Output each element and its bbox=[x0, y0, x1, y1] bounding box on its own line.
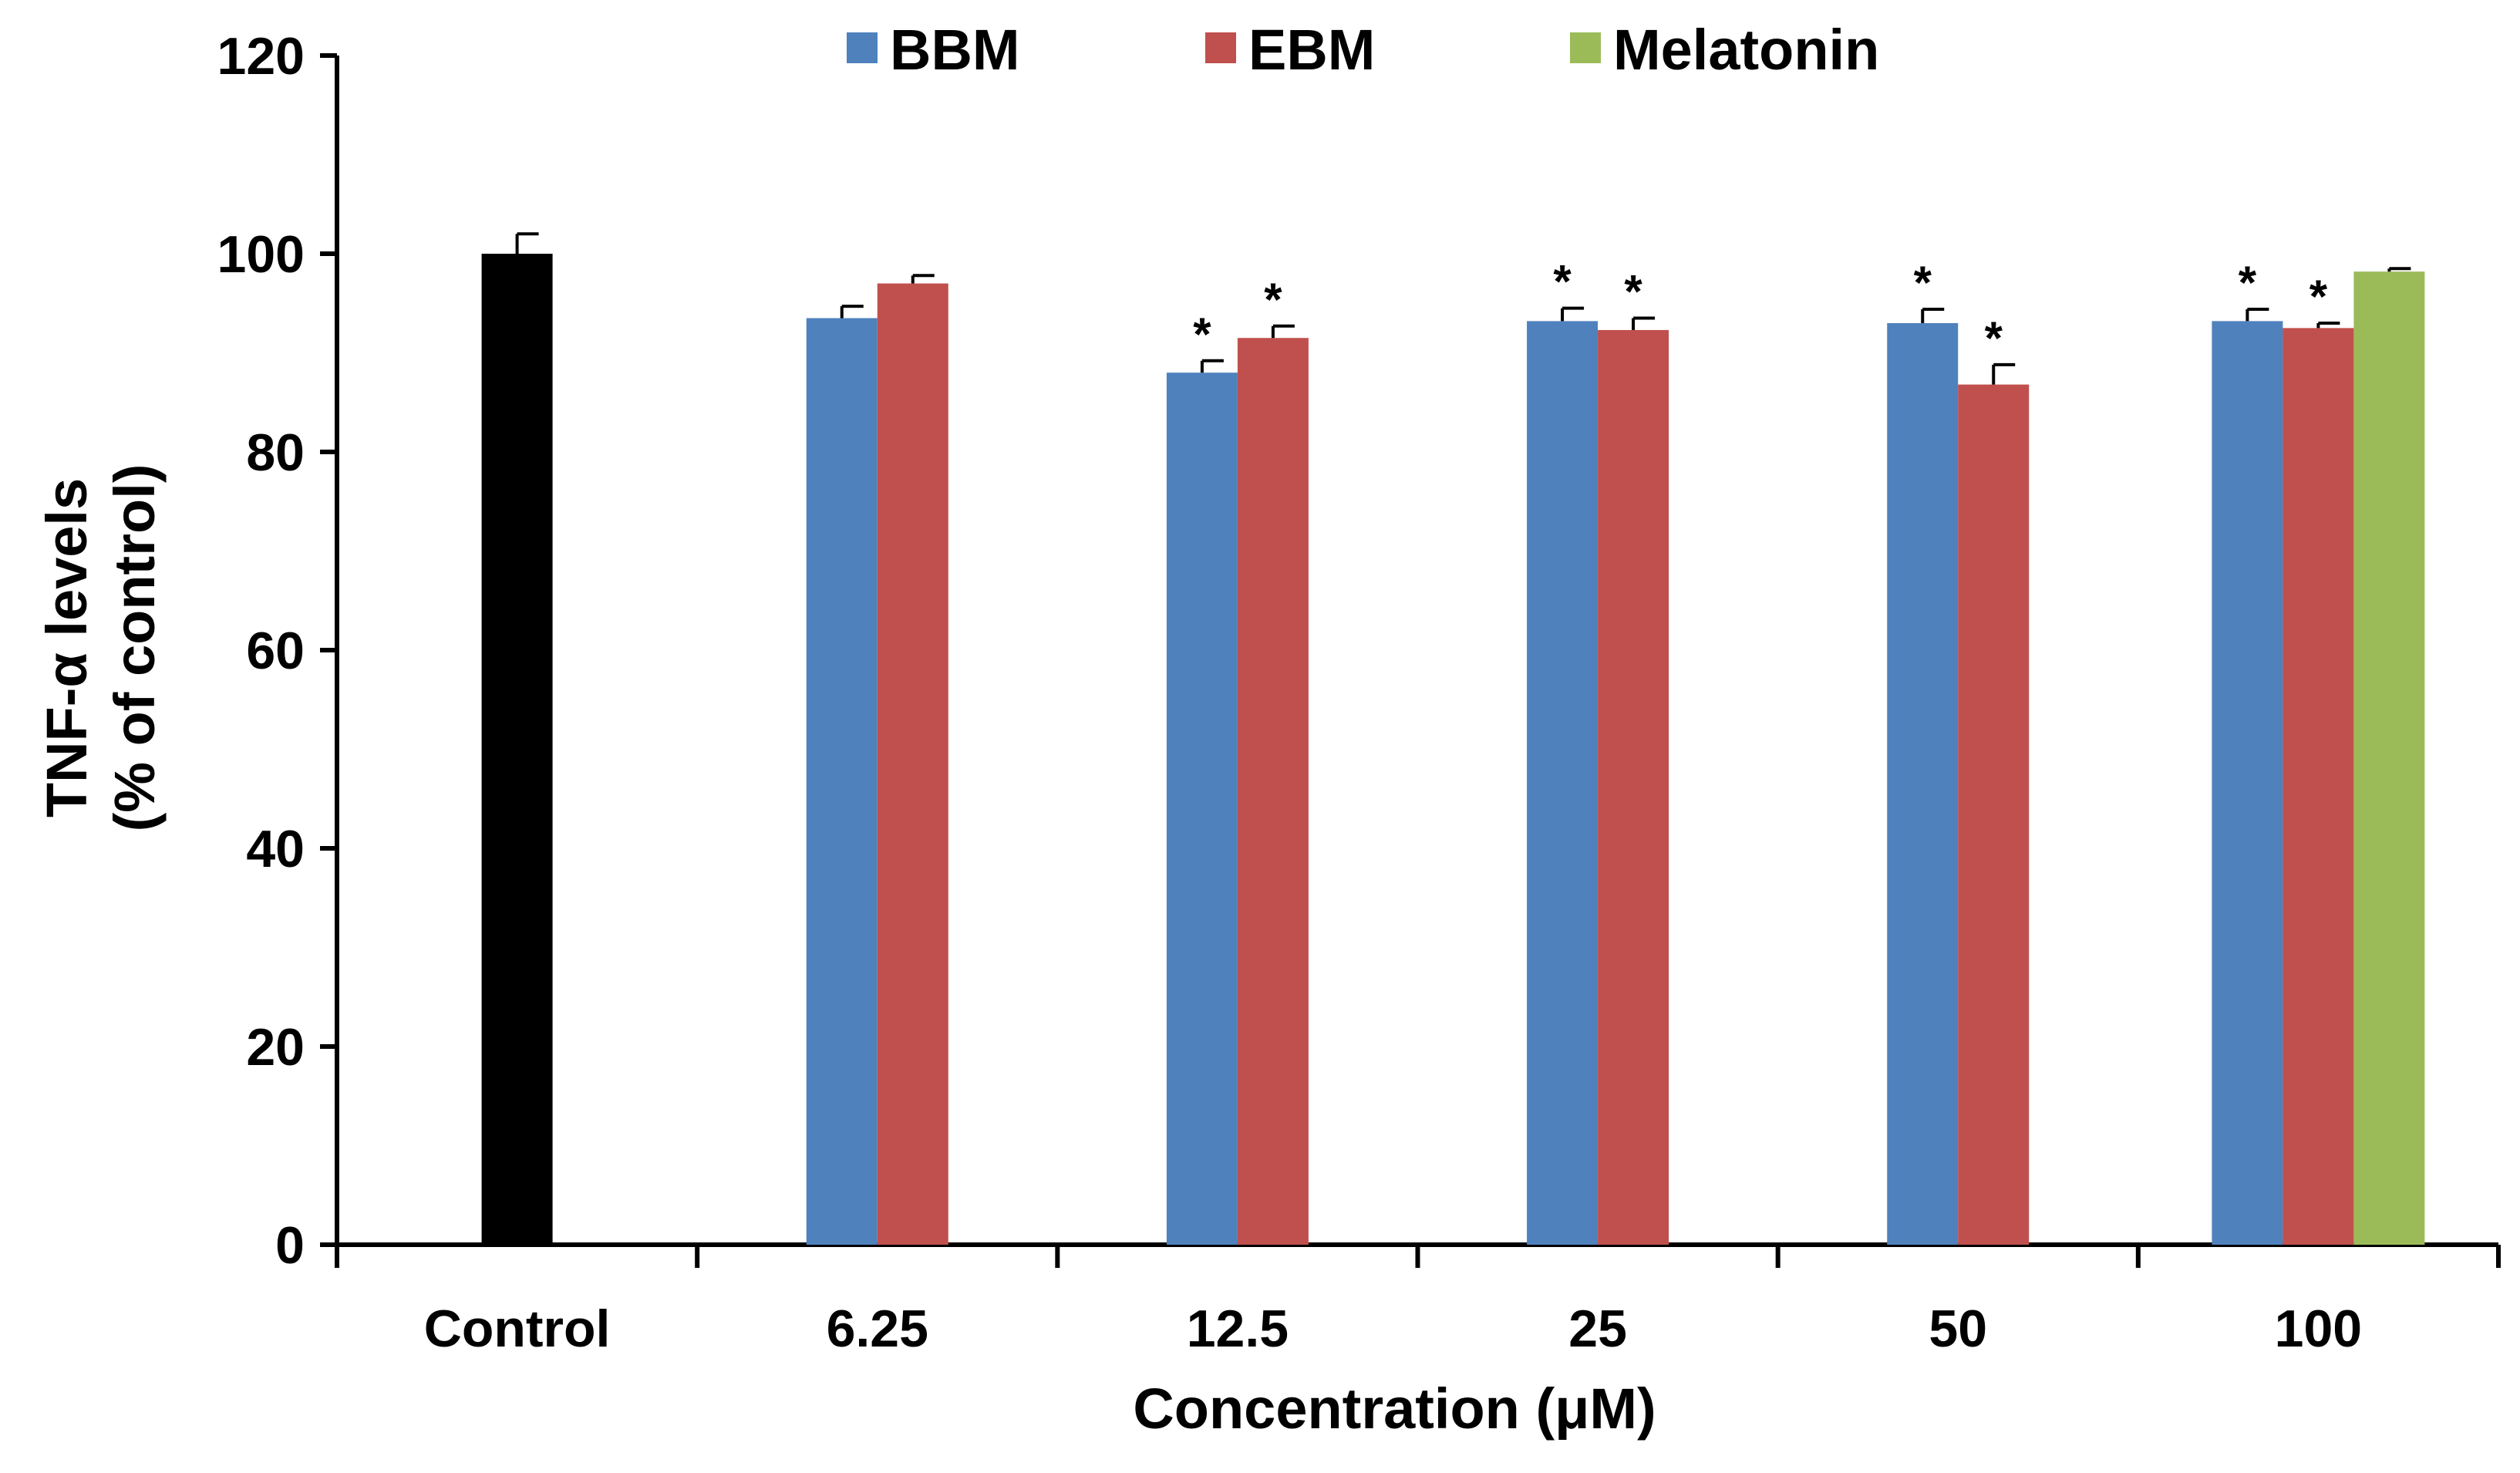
y-tick-label: 0 bbox=[275, 1216, 305, 1275]
legend-label-melatonin: Melatonin bbox=[1613, 18, 1879, 82]
significance-star: * bbox=[1624, 266, 1642, 318]
bar-bbm bbox=[2212, 321, 2283, 1245]
bar-bbm bbox=[1887, 322, 1959, 1245]
axis-titles: Concentration (μM) TNF-α levels (% of cont… bbox=[35, 464, 1656, 1441]
legend-swatch-bbm bbox=[847, 32, 878, 63]
y-axis-title-line-2: (% of control) bbox=[103, 464, 167, 832]
x-axis: Control 6.25 12.5 25 50 100 bbox=[335, 1242, 2501, 1358]
significance-layer: * * * * * * * * bbox=[1193, 256, 2328, 364]
legend-swatch-melatonin bbox=[1570, 32, 1601, 63]
bar-ebm bbox=[1598, 329, 1669, 1245]
y-tick-label: 40 bbox=[246, 820, 305, 878]
error-bars-layer bbox=[515, 232, 2411, 385]
y-tick-label: 120 bbox=[217, 27, 305, 86]
x-tick-label: 12.5 bbox=[1187, 1299, 1289, 1358]
x-tick-label: 50 bbox=[1929, 1299, 1987, 1358]
bar-ebm bbox=[1958, 384, 2030, 1245]
bar-control bbox=[481, 254, 553, 1245]
significance-star: * bbox=[2309, 271, 2328, 322]
bar-ebm bbox=[877, 283, 948, 1245]
x-tick-label: 100 bbox=[2275, 1299, 2362, 1358]
legend-label-bbm: BBM bbox=[890, 18, 1020, 82]
y-tick-label: 80 bbox=[246, 423, 305, 482]
significance-star: * bbox=[1193, 308, 1211, 360]
x-axis-title: Concentration (μM) bbox=[1133, 1377, 1656, 1441]
significance-star: * bbox=[1985, 312, 2003, 364]
y-axis-title-line-1: TNF-α levels bbox=[35, 478, 99, 817]
y-tick-label: 20 bbox=[246, 1018, 305, 1077]
bar-bbm bbox=[806, 318, 878, 1245]
x-tick-label: Control bbox=[424, 1299, 611, 1358]
bars-layer bbox=[481, 254, 2425, 1245]
x-tick-label: 25 bbox=[1568, 1299, 1627, 1358]
bar-bbm bbox=[1527, 321, 1599, 1245]
significance-star: * bbox=[1914, 257, 1932, 308]
significance-star: * bbox=[1264, 274, 1282, 325]
y-tick-label: 60 bbox=[246, 622, 305, 680]
legend-label-ebm: EBM bbox=[1248, 18, 1375, 82]
y-axis: 0 20 40 60 80 100 120 bbox=[217, 27, 339, 1275]
bar-melatonin bbox=[2353, 271, 2425, 1245]
bar-ebm bbox=[2282, 328, 2354, 1245]
bar-bbm bbox=[1166, 372, 1238, 1245]
x-tick-label: 6.25 bbox=[827, 1299, 928, 1358]
legend-swatch-ebm bbox=[1205, 32, 1236, 63]
significance-star: * bbox=[1553, 256, 1572, 308]
y-tick-label: 100 bbox=[217, 225, 305, 284]
bar-ebm bbox=[1237, 338, 1309, 1245]
chart-legend: BBM EBM Melatonin bbox=[847, 18, 1879, 82]
significance-star: * bbox=[2239, 257, 2257, 308]
